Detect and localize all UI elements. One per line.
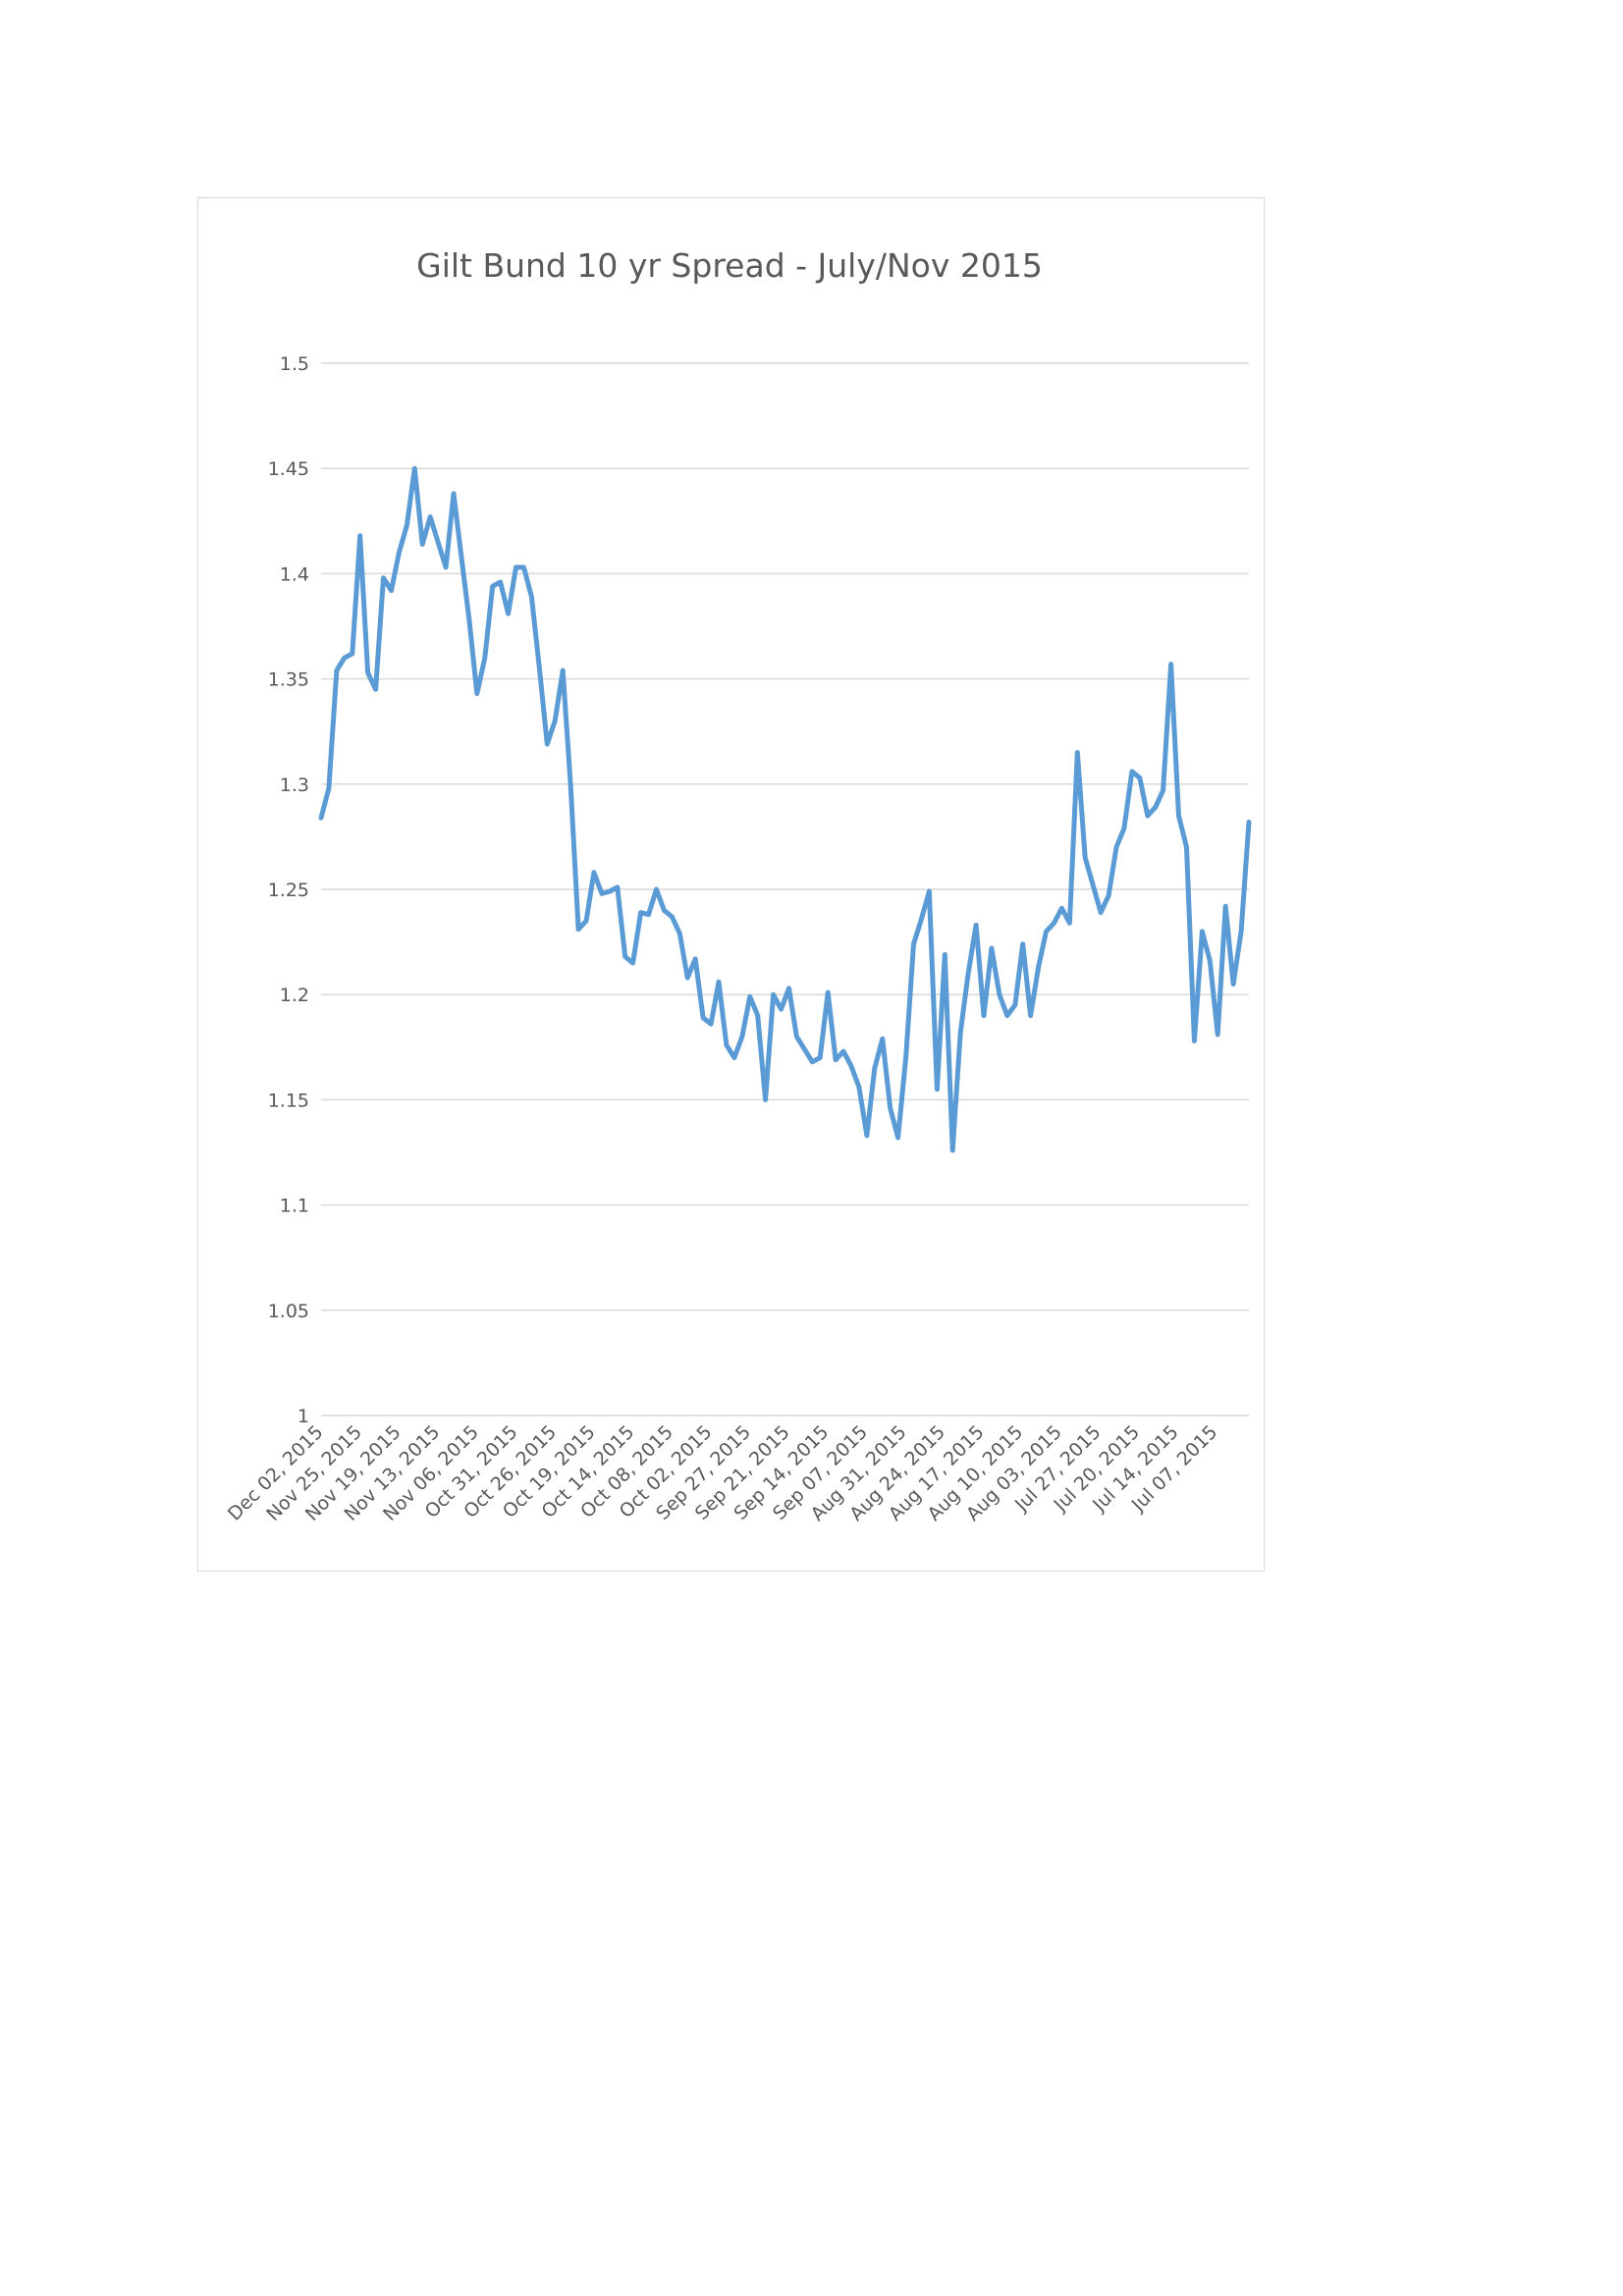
chart-frame: Gilt Bund 10 yr Spread - July/Nov 2015 1…: [197, 197, 1265, 1572]
y-tick-label: 1.05: [268, 1301, 309, 1322]
y-tick-label: 1.5: [280, 353, 309, 375]
series-layer: [318, 465, 1252, 1153]
y-tick-label: 1.2: [280, 985, 309, 1006]
y-tick-label: 1.1: [280, 1196, 309, 1217]
y-tick-label: 1.3: [280, 774, 309, 796]
y-tick-label: 1.45: [268, 458, 309, 480]
line-chart: Gilt Bund 10 yr Spread - July/Nov 2015 1…: [224, 246, 1252, 1525]
series-line-0: [318, 465, 1252, 1153]
chart-title: Gilt Bund 10 yr Spread - July/Nov 2015: [416, 246, 1043, 285]
y-axis-ticks: 1 1.05 1.1 1.15 1.2 1.25 1.3 1.35 1.4 1.45 1.5: [268, 353, 309, 1427]
y-tick-label: 1.15: [268, 1090, 309, 1111]
y-tick-label: 1.4: [280, 563, 309, 585]
y-tick-label: 1: [298, 1406, 309, 1427]
y-tick-label: 1.25: [268, 880, 309, 901]
y-tick-label: 1.35: [268, 669, 309, 691]
